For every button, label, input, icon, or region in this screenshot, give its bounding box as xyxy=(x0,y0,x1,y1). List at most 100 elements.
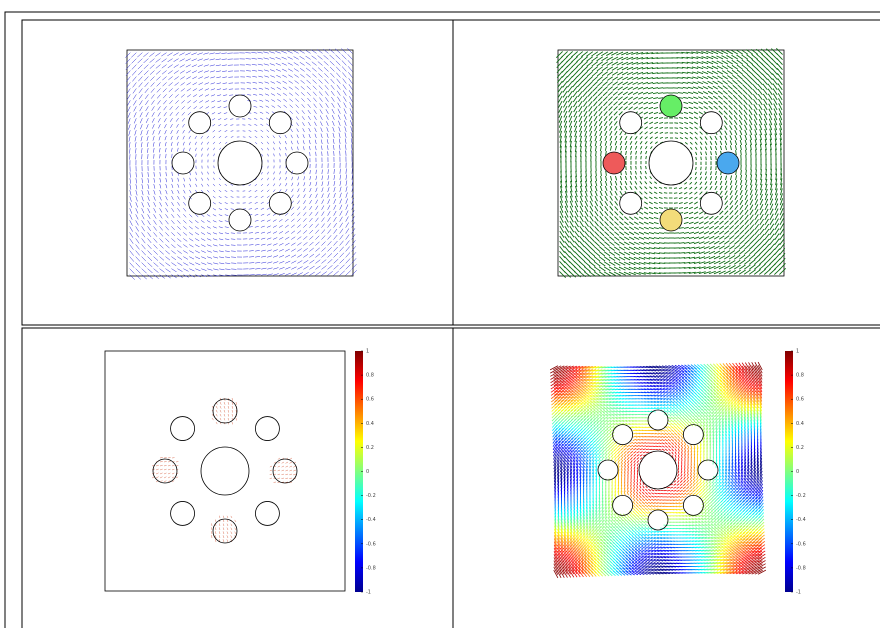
arrow xyxy=(222,515,225,519)
arrow xyxy=(772,83,778,91)
arrow xyxy=(643,267,651,270)
arrow xyxy=(333,270,339,276)
arrow xyxy=(315,265,321,270)
arrow xyxy=(768,108,773,116)
arrow xyxy=(173,52,179,56)
arrow xyxy=(573,409,580,415)
arrow xyxy=(766,53,773,60)
arrow xyxy=(769,238,775,246)
arrow xyxy=(601,450,605,455)
arrow xyxy=(270,81,276,84)
arrow xyxy=(164,141,167,147)
arrow xyxy=(338,132,341,138)
arrow xyxy=(569,195,573,203)
arrow xyxy=(224,184,228,186)
arrow xyxy=(309,211,313,216)
arrow xyxy=(697,76,704,80)
arrow xyxy=(683,226,689,229)
arrow xyxy=(335,66,341,72)
arrow xyxy=(632,435,637,438)
arrow xyxy=(718,265,726,270)
arrow xyxy=(253,112,258,114)
arrow xyxy=(557,528,560,537)
arrow xyxy=(550,390,558,396)
arrow xyxy=(146,130,149,135)
arrow xyxy=(612,96,618,101)
arrow xyxy=(599,241,605,247)
hole xyxy=(188,191,212,215)
arrow xyxy=(150,76,155,81)
arrow xyxy=(248,238,254,240)
arrow xyxy=(321,223,325,228)
arrow xyxy=(590,416,596,420)
arrow xyxy=(303,224,307,228)
arrow xyxy=(744,199,749,206)
arrow xyxy=(153,171,155,177)
arrow xyxy=(614,231,620,236)
arrow xyxy=(579,210,584,218)
arrow xyxy=(560,396,568,402)
arrow xyxy=(625,150,627,156)
arrow xyxy=(579,200,584,208)
arrow xyxy=(681,51,689,54)
arrow xyxy=(573,506,576,514)
arrow xyxy=(591,375,600,379)
arrow xyxy=(607,510,611,516)
arrow xyxy=(613,523,618,528)
arrow xyxy=(632,517,637,521)
arrow xyxy=(627,81,634,86)
arrow xyxy=(293,68,299,72)
hole xyxy=(659,208,683,232)
arrow xyxy=(319,103,323,108)
arrow xyxy=(575,365,584,370)
arrow xyxy=(698,221,704,225)
arrow xyxy=(281,62,287,66)
arrow xyxy=(585,532,589,539)
arrow xyxy=(754,129,758,136)
arrow xyxy=(273,273,279,276)
arrow xyxy=(306,85,311,90)
arrow xyxy=(147,184,150,189)
arrow xyxy=(156,94,161,99)
arrow xyxy=(739,204,744,211)
arrow xyxy=(291,254,297,258)
arrow xyxy=(723,110,728,115)
arrow xyxy=(321,247,326,252)
arrow xyxy=(609,185,613,191)
arrow xyxy=(297,200,300,205)
arrow xyxy=(592,81,598,87)
arrow xyxy=(141,178,143,184)
arrow xyxy=(321,217,325,222)
arrow xyxy=(682,86,689,89)
arrow xyxy=(622,570,629,576)
arrow xyxy=(138,94,143,100)
arrow xyxy=(258,75,264,78)
arrow xyxy=(556,550,561,559)
arrow xyxy=(281,477,285,479)
arrow xyxy=(759,124,763,131)
arrow xyxy=(578,443,583,450)
arrow xyxy=(704,146,708,151)
arrow xyxy=(592,391,600,395)
arrow xyxy=(574,215,579,223)
arrow xyxy=(607,538,612,545)
arrow xyxy=(764,238,770,245)
arrow xyxy=(757,93,763,101)
arrow xyxy=(658,237,665,239)
arrow xyxy=(167,476,171,479)
arrow xyxy=(721,50,729,55)
hole xyxy=(212,518,238,544)
arrow xyxy=(303,176,305,181)
arrow xyxy=(245,64,251,66)
arrow xyxy=(585,510,589,516)
arrow xyxy=(342,72,347,78)
arrow xyxy=(604,494,607,500)
arrow xyxy=(285,465,289,468)
arrow xyxy=(222,527,225,531)
arrow xyxy=(285,260,291,264)
arrow xyxy=(706,65,714,70)
arrow xyxy=(599,403,606,407)
arrow xyxy=(564,190,568,198)
arrow xyxy=(272,189,276,193)
hole xyxy=(699,111,723,135)
